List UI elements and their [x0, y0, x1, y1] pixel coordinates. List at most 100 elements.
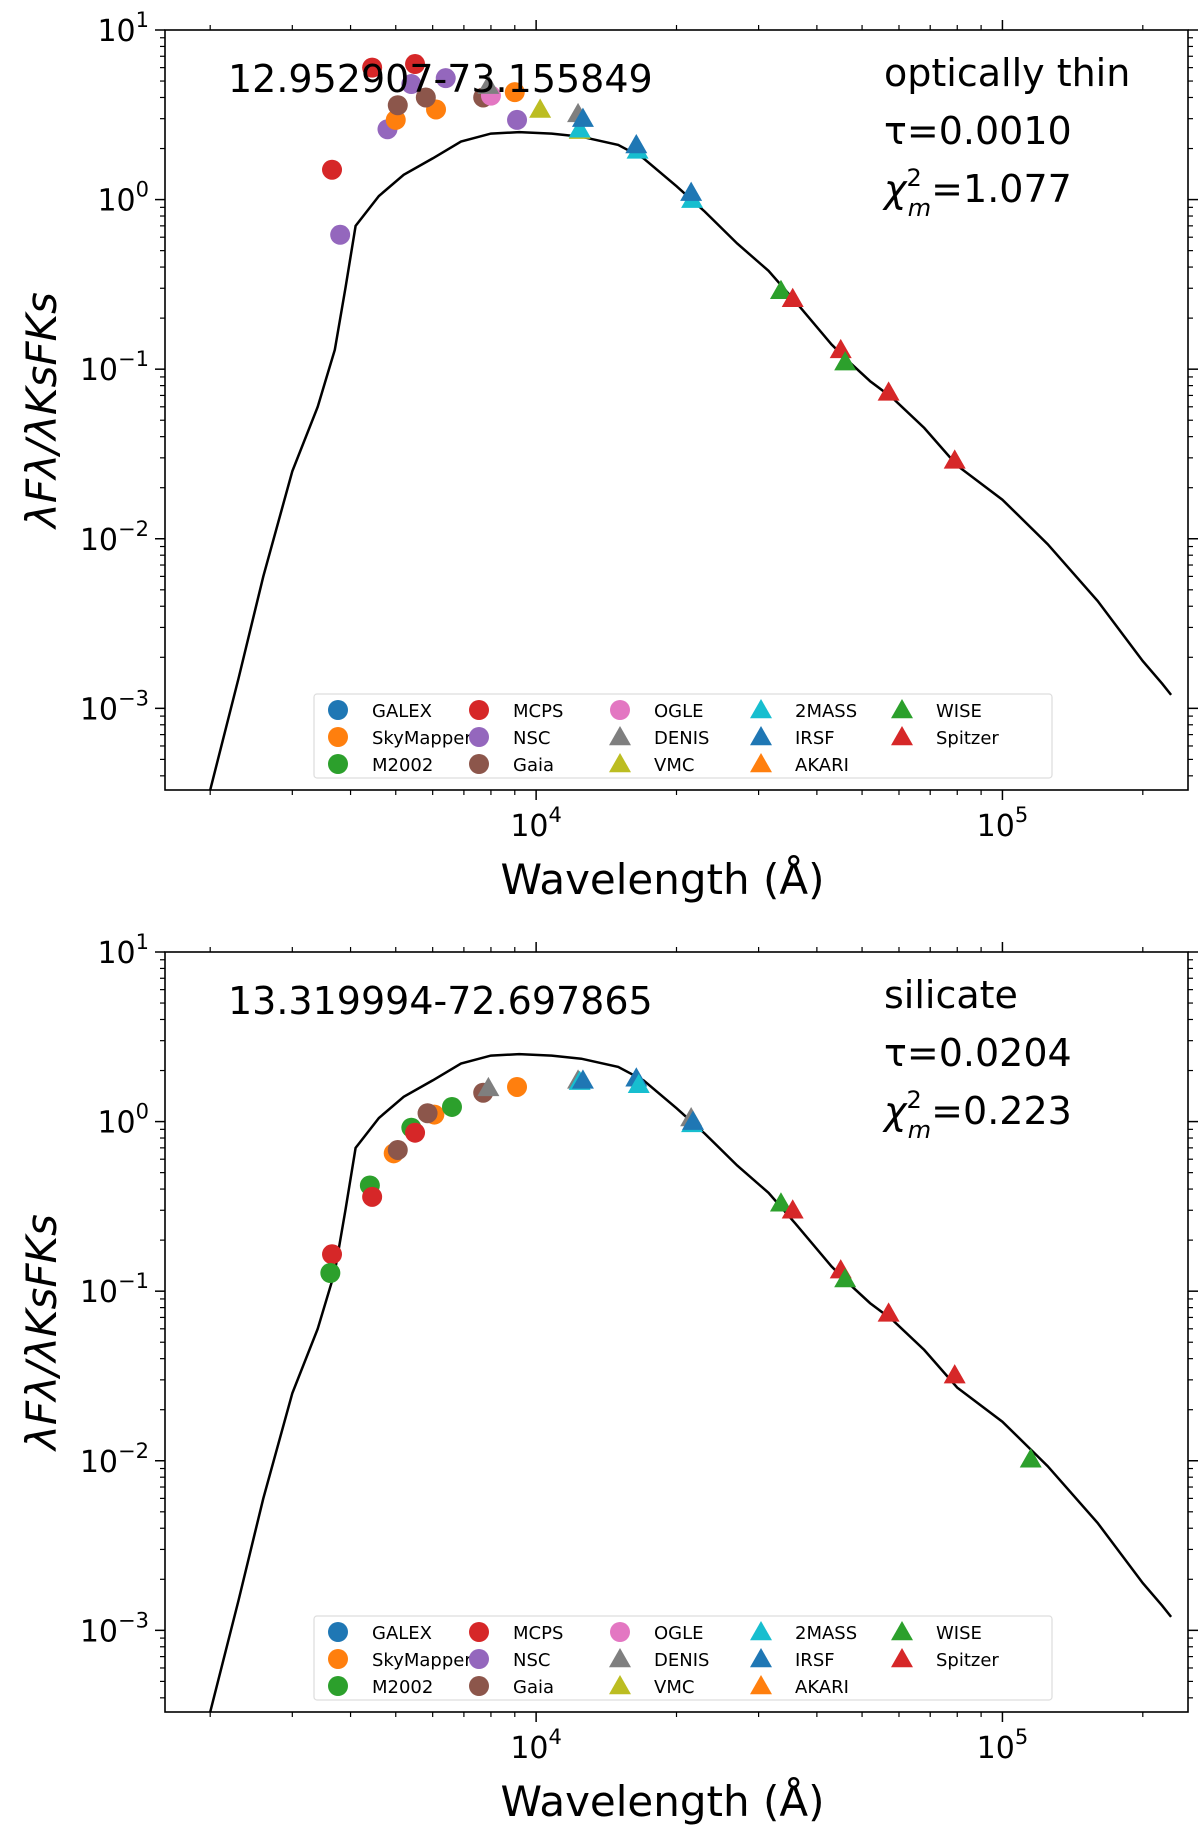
legend-label: SkyMapper	[372, 1650, 472, 1671]
data-point-m2002	[320, 1262, 341, 1283]
data-point-nsc	[330, 224, 351, 245]
legend-marker	[891, 726, 913, 746]
data-point-denis	[477, 74, 500, 94]
data-point-irsf	[571, 107, 594, 127]
legend-label: Gaia	[513, 1677, 554, 1698]
model-sed-line	[208, 130, 1173, 790]
data-point-mcps	[362, 57, 383, 78]
legend-marker	[610, 1622, 630, 1642]
data-point-wise	[769, 1192, 792, 1212]
legend-box	[313, 693, 1053, 779]
data-point-mcps	[362, 1186, 383, 1207]
legend-marker	[750, 753, 772, 773]
data-point-irsf	[571, 1069, 594, 1089]
y-tick-label: 10−1	[80, 347, 149, 388]
data-point-wise	[1019, 1448, 1042, 1468]
model-sed-line	[208, 1052, 1173, 1712]
data-point-denis	[477, 1076, 500, 1097]
legend-box	[313, 1615, 1053, 1701]
y-axis-label: λFλ/λKsFKs	[17, 1214, 66, 1452]
legend-label: GALEX	[372, 1623, 432, 1644]
data-point-mcps	[322, 1244, 343, 1265]
data-point-gaia	[387, 95, 408, 116]
y-tick-label: 100	[97, 178, 149, 219]
data-point-2mass	[568, 118, 591, 138]
legend-marker	[891, 1648, 913, 1668]
y-tick-label: 101	[97, 8, 149, 49]
data-point-spitzer	[781, 287, 804, 308]
legend-label: AKARI	[795, 755, 849, 776]
data-point-spitzer	[943, 449, 966, 469]
legend-label: MCPS	[513, 701, 563, 722]
data-point-gaia	[415, 87, 436, 108]
legend-marker	[469, 700, 489, 720]
legend-label: AKARI	[795, 1677, 849, 1698]
data-point-skymapper	[504, 82, 525, 103]
legend-marker	[609, 1648, 631, 1668]
legend-label: M2002	[372, 755, 433, 776]
data-point-nsc	[507, 109, 528, 130]
data-point-mcps	[322, 159, 343, 180]
legend-label: 2MASS	[795, 1623, 857, 1644]
legend-label: DENIS	[654, 1650, 709, 1671]
data-point-irsf	[682, 1110, 705, 1130]
data-point-gaia	[417, 1103, 438, 1124]
legend-label: WISE	[936, 701, 982, 722]
data-point-mcps	[405, 54, 426, 75]
legend-marker	[328, 754, 348, 774]
data-point-irsf	[625, 133, 648, 154]
legend-marker	[328, 700, 348, 720]
data-point-wise	[834, 1267, 857, 1288]
data-point-nsc	[435, 68, 456, 89]
legend-label: SkyMapper	[372, 728, 472, 749]
legend-marker	[610, 700, 630, 720]
legend-label: NSC	[513, 728, 550, 749]
chi-square-label: χ2 m=1.077	[882, 164, 1072, 222]
legend-label: NSC	[513, 1650, 550, 1671]
data-point-vmc	[529, 98, 552, 118]
data-point-mcps	[405, 1122, 426, 1143]
legend-label: WISE	[936, 1623, 982, 1644]
legend-marker	[609, 726, 631, 746]
y-tick-label: 10−3	[80, 1608, 149, 1649]
x-tick-label: 104	[510, 803, 562, 844]
legend-marker	[750, 1675, 772, 1695]
legend-marker	[469, 754, 489, 774]
legend-label: OGLE	[654, 701, 704, 722]
chi-square-label: χ2 m=0.223	[882, 1086, 1072, 1144]
source-id-label: 13.319994-72.697865	[228, 979, 653, 1023]
legend-label: IRSF	[795, 728, 835, 749]
data-point-wise	[834, 351, 857, 371]
legend-marker	[469, 1622, 489, 1642]
y-tick-label: 10−2	[80, 1439, 149, 1480]
data-point-m2002	[441, 1096, 462, 1117]
data-point-spitzer	[781, 1199, 804, 1219]
legend-marker	[609, 753, 631, 773]
chart-panel-2: 104 105 101 100 10−1 10−2 10−3 13.319994-72.697…	[17, 930, 1198, 1826]
y-tick-label: 100	[97, 1100, 149, 1141]
y-tick-label: 101	[97, 930, 149, 971]
y-axis-label: λFλ/λKsFKs	[17, 292, 66, 530]
legend-marker	[328, 727, 348, 747]
source-id-label: 12.952907-73.155849	[228, 57, 653, 101]
legend-marker	[469, 727, 489, 747]
dust-type-label: optically thin	[884, 51, 1130, 95]
chart-panel-1: 104 105 101 100 10−1 10−2 10−3 12.952907-73.155…	[17, 8, 1198, 904]
dust-type-label: silicate	[884, 973, 1018, 1017]
legend-label: VMC	[654, 1677, 694, 1698]
legend-marker	[469, 1649, 489, 1669]
data-point-spitzer	[829, 338, 852, 359]
data-point-skymapper	[385, 109, 406, 130]
legend-label: Gaia	[513, 755, 554, 776]
legend-label: OGLE	[654, 1623, 704, 1644]
y-tick-label: 10−3	[80, 686, 149, 727]
legend-marker	[891, 699, 913, 719]
plot-frame	[164, 951, 1189, 1713]
legend-marker	[469, 1676, 489, 1696]
legend-marker	[328, 1676, 348, 1696]
legend-label: M2002	[372, 1677, 433, 1698]
legend-marker	[609, 1675, 631, 1695]
y-tick-label: 10−2	[80, 517, 149, 558]
data-point-gaia	[387, 1139, 408, 1160]
